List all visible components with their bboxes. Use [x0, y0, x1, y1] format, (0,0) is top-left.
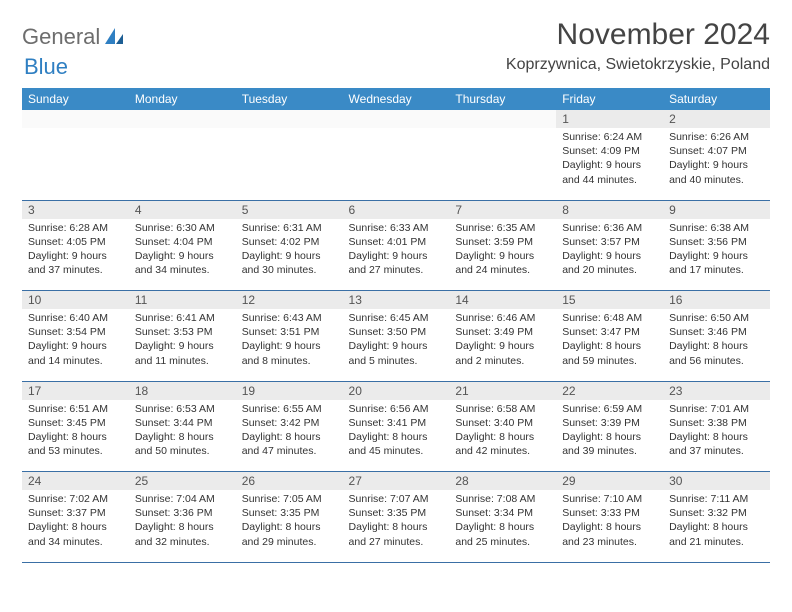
day-content-cell: Sunrise: 6:26 AMSunset: 4:07 PMDaylight:… — [663, 128, 770, 200]
day-number-cell: 13 — [343, 291, 450, 310]
day-number-cell: 21 — [449, 381, 556, 400]
day-number-cell — [343, 110, 450, 128]
day-number-cell: 25 — [129, 472, 236, 491]
week-0-daynum-row: 12 — [22, 110, 770, 128]
day-number-cell: 28 — [449, 472, 556, 491]
day-content-cell: Sunrise: 6:51 AMSunset: 3:45 PMDaylight:… — [22, 400, 129, 472]
col-thursday: Thursday — [449, 88, 556, 110]
day-content-cell: Sunrise: 6:36 AMSunset: 3:57 PMDaylight:… — [556, 219, 663, 291]
brand-word1: General — [22, 24, 100, 50]
day-number-cell: 22 — [556, 381, 663, 400]
day-content-cell — [236, 128, 343, 200]
day-number-cell: 6 — [343, 200, 450, 219]
day-content-cell: Sunrise: 6:46 AMSunset: 3:49 PMDaylight:… — [449, 309, 556, 381]
day-content-cell: Sunrise: 7:02 AMSunset: 3:37 PMDaylight:… — [22, 490, 129, 562]
day-number-cell: 1 — [556, 110, 663, 128]
col-tuesday: Tuesday — [236, 88, 343, 110]
day-number-cell: 26 — [236, 472, 343, 491]
col-friday: Friday — [556, 88, 663, 110]
title-block: November 2024 Koprzywnica, Swietokrzyski… — [506, 18, 770, 74]
day-number-cell: 15 — [556, 291, 663, 310]
day-content-cell: Sunrise: 7:01 AMSunset: 3:38 PMDaylight:… — [663, 400, 770, 472]
day-content-cell: Sunrise: 6:31 AMSunset: 4:02 PMDaylight:… — [236, 219, 343, 291]
day-number-cell: 9 — [663, 200, 770, 219]
day-number-cell: 24 — [22, 472, 129, 491]
sail-icon — [103, 26, 125, 46]
day-number-cell: 2 — [663, 110, 770, 128]
day-content-cell — [449, 128, 556, 200]
day-content-cell — [129, 128, 236, 200]
day-content-cell: Sunrise: 6:45 AMSunset: 3:50 PMDaylight:… — [343, 309, 450, 381]
day-number-cell: 23 — [663, 381, 770, 400]
day-number-cell: 3 — [22, 200, 129, 219]
day-number-cell: 5 — [236, 200, 343, 219]
day-content-cell — [343, 128, 450, 200]
day-number-cell: 29 — [556, 472, 663, 491]
day-content-cell: Sunrise: 7:08 AMSunset: 3:34 PMDaylight:… — [449, 490, 556, 562]
week-0-content-row: Sunrise: 6:24 AMSunset: 4:09 PMDaylight:… — [22, 128, 770, 200]
day-number-cell — [22, 110, 129, 128]
day-content-cell: Sunrise: 6:28 AMSunset: 4:05 PMDaylight:… — [22, 219, 129, 291]
day-number-cell: 30 — [663, 472, 770, 491]
day-content-cell: Sunrise: 7:04 AMSunset: 3:36 PMDaylight:… — [129, 490, 236, 562]
day-number-cell — [236, 110, 343, 128]
day-content-cell: Sunrise: 7:10 AMSunset: 3:33 PMDaylight:… — [556, 490, 663, 562]
day-content-cell: Sunrise: 7:07 AMSunset: 3:35 PMDaylight:… — [343, 490, 450, 562]
day-content-cell: Sunrise: 7:05 AMSunset: 3:35 PMDaylight:… — [236, 490, 343, 562]
col-saturday: Saturday — [663, 88, 770, 110]
week-2-daynum-row: 10111213141516 — [22, 291, 770, 310]
day-content-cell: Sunrise: 6:30 AMSunset: 4:04 PMDaylight:… — [129, 219, 236, 291]
day-number-cell: 14 — [449, 291, 556, 310]
col-wednesday: Wednesday — [343, 88, 450, 110]
day-content-cell: Sunrise: 6:56 AMSunset: 3:41 PMDaylight:… — [343, 400, 450, 472]
day-number-cell: 17 — [22, 381, 129, 400]
day-content-cell: Sunrise: 6:43 AMSunset: 3:51 PMDaylight:… — [236, 309, 343, 381]
day-number-cell: 27 — [343, 472, 450, 491]
day-content-cell: Sunrise: 6:38 AMSunset: 3:56 PMDaylight:… — [663, 219, 770, 291]
week-1-content-row: Sunrise: 6:28 AMSunset: 4:05 PMDaylight:… — [22, 219, 770, 291]
day-content-cell: Sunrise: 6:48 AMSunset: 3:47 PMDaylight:… — [556, 309, 663, 381]
day-content-cell: Sunrise: 6:50 AMSunset: 3:46 PMDaylight:… — [663, 309, 770, 381]
day-number-cell — [449, 110, 556, 128]
week-4-content-row: Sunrise: 7:02 AMSunset: 3:37 PMDaylight:… — [22, 490, 770, 562]
col-sunday: Sunday — [22, 88, 129, 110]
day-number-cell — [129, 110, 236, 128]
day-content-cell: Sunrise: 6:35 AMSunset: 3:59 PMDaylight:… — [449, 219, 556, 291]
day-number-cell: 8 — [556, 200, 663, 219]
week-1-daynum-row: 3456789 — [22, 200, 770, 219]
day-content-cell: Sunrise: 6:40 AMSunset: 3:54 PMDaylight:… — [22, 309, 129, 381]
week-3-content-row: Sunrise: 6:51 AMSunset: 3:45 PMDaylight:… — [22, 400, 770, 472]
day-content-cell: Sunrise: 6:55 AMSunset: 3:42 PMDaylight:… — [236, 400, 343, 472]
weekday-header-row: Sunday Monday Tuesday Wednesday Thursday… — [22, 88, 770, 110]
day-number-cell: 4 — [129, 200, 236, 219]
day-number-cell: 18 — [129, 381, 236, 400]
brand-word2: Blue — [24, 54, 68, 79]
day-number-cell: 7 — [449, 200, 556, 219]
week-2-content-row: Sunrise: 6:40 AMSunset: 3:54 PMDaylight:… — [22, 309, 770, 381]
day-content-cell: Sunrise: 6:58 AMSunset: 3:40 PMDaylight:… — [449, 400, 556, 472]
calendar-table: Sunday Monday Tuesday Wednesday Thursday… — [22, 88, 770, 563]
day-content-cell: Sunrise: 6:33 AMSunset: 4:01 PMDaylight:… — [343, 219, 450, 291]
day-content-cell: Sunrise: 7:11 AMSunset: 3:32 PMDaylight:… — [663, 490, 770, 562]
day-content-cell: Sunrise: 6:53 AMSunset: 3:44 PMDaylight:… — [129, 400, 236, 472]
day-number-cell: 11 — [129, 291, 236, 310]
location-label: Koprzywnica, Swietokrzyskie, Poland — [506, 56, 770, 74]
month-title: November 2024 — [506, 18, 770, 52]
day-number-cell: 12 — [236, 291, 343, 310]
week-3-daynum-row: 17181920212223 — [22, 381, 770, 400]
day-content-cell — [22, 128, 129, 200]
day-number-cell: 16 — [663, 291, 770, 310]
brand-logo: General — [22, 18, 125, 50]
day-number-cell: 20 — [343, 381, 450, 400]
day-number-cell: 19 — [236, 381, 343, 400]
week-4-daynum-row: 24252627282930 — [22, 472, 770, 491]
day-content-cell: Sunrise: 6:24 AMSunset: 4:09 PMDaylight:… — [556, 128, 663, 200]
col-monday: Monday — [129, 88, 236, 110]
day-content-cell: Sunrise: 6:41 AMSunset: 3:53 PMDaylight:… — [129, 309, 236, 381]
day-content-cell: Sunrise: 6:59 AMSunset: 3:39 PMDaylight:… — [556, 400, 663, 472]
day-number-cell: 10 — [22, 291, 129, 310]
